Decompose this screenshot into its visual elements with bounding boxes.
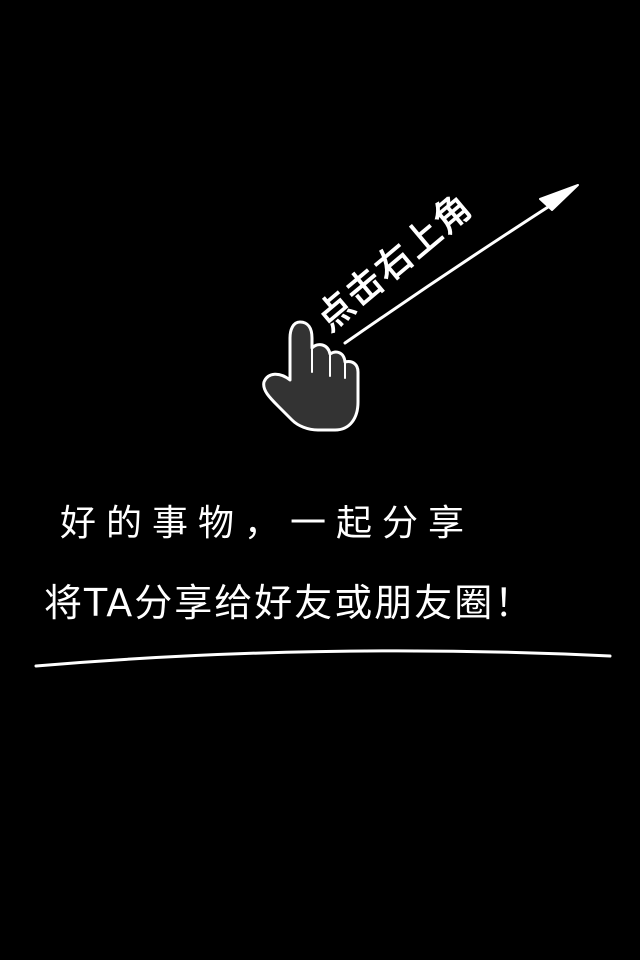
message-line-2: 将TA分享给好友或朋友圈！	[44, 581, 535, 625]
arrow-up-right-icon	[343, 184, 579, 345]
message-line-1: 好的事物，一起分享	[60, 503, 475, 544]
underline-divider	[34, 649, 612, 668]
pointing-hand-icon	[262, 320, 360, 432]
